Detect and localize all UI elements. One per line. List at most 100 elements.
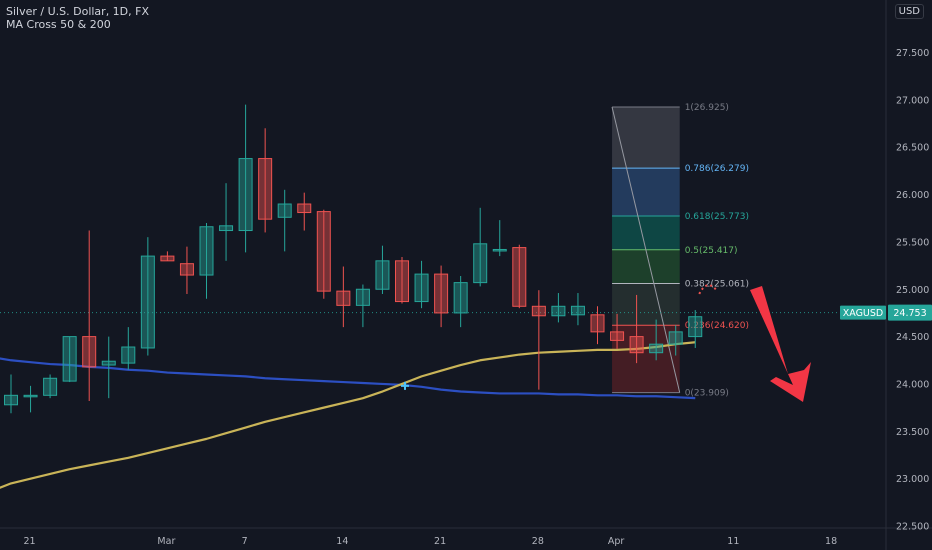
- candle-body: [140, 255, 155, 349]
- candle: [395, 257, 409, 304]
- candle: [590, 306, 605, 345]
- fib-zone: [612, 249, 680, 284]
- candle-body: [219, 225, 234, 232]
- candle: [43, 374, 58, 399]
- candle: [140, 237, 155, 356]
- candle-body: [395, 260, 409, 303]
- candle: [610, 313, 625, 349]
- candle: [316, 209, 331, 299]
- fib-level-label: 0.786(26.279): [685, 164, 749, 174]
- fib-level-label: 0.618(25.773): [685, 212, 749, 222]
- candle-body: [551, 305, 566, 317]
- candle: [473, 207, 488, 287]
- candle-body: [4, 394, 18, 406]
- y-tick-label: 25.500: [896, 237, 929, 248]
- candle-body: [160, 255, 175, 262]
- x-tick-label: Apr: [608, 536, 625, 547]
- candle: [453, 275, 468, 328]
- candle: [414, 260, 429, 309]
- fib-level-label: 0.382(25.061): [685, 279, 749, 289]
- candle-body: [570, 305, 585, 316]
- candle-body: [590, 314, 605, 333]
- candle: [82, 230, 97, 401]
- fib-level-label: 0(23.909): [685, 389, 729, 399]
- candle: [258, 128, 273, 233]
- y-tick-label: 24.500: [896, 332, 929, 343]
- symbol-tag-label: XAGUSD: [843, 308, 884, 319]
- candle: [238, 104, 253, 253]
- candle-body: [316, 211, 331, 292]
- candle: [336, 266, 351, 328]
- y-tick-label: 24.000: [896, 379, 929, 390]
- candle-body: [82, 336, 97, 368]
- x-tick-label: 28: [532, 536, 544, 547]
- candle: [668, 325, 683, 356]
- symbol-tag-bg: [840, 305, 886, 320]
- candle-body: [668, 331, 683, 345]
- candle: [23, 385, 38, 413]
- candle-body: [121, 346, 136, 364]
- ma-50-line: [0, 341, 696, 489]
- candle-body: [258, 158, 273, 220]
- candle: [297, 192, 312, 231]
- y-tick-label: 27.000: [896, 95, 929, 106]
- candle-body: [355, 288, 370, 306]
- candle: [277, 189, 292, 252]
- candle: [570, 293, 585, 326]
- fib-level-label: 0.5(25.417): [685, 246, 738, 256]
- currency-button[interactable]: USD: [894, 4, 924, 19]
- candle: [492, 220, 507, 257]
- candle: [649, 319, 664, 361]
- indicator-label: MA Cross 50 & 200: [6, 18, 111, 31]
- y-tick-label: 22.500: [896, 522, 929, 533]
- fib-zone: [612, 283, 680, 326]
- fib-level-label: 0.236(24.620): [685, 321, 749, 331]
- candle-body: [199, 226, 214, 276]
- candle: [434, 265, 449, 328]
- y-tick-label: 26.000: [896, 190, 929, 201]
- candle-body: [62, 336, 77, 382]
- candle-body: [629, 336, 644, 354]
- candle: [355, 284, 370, 328]
- x-tick-label: 14: [336, 536, 348, 547]
- candle: [219, 183, 234, 261]
- y-tick-label: 26.500: [896, 143, 929, 154]
- candle-body: [610, 331, 625, 341]
- x-tick-label: 21: [434, 536, 446, 547]
- candle-body: [179, 263, 194, 276]
- y-tick-label: 23.500: [896, 427, 929, 438]
- fib-zone: [612, 106, 680, 169]
- y-tick-label: 27.500: [896, 48, 929, 59]
- last-price-tag-bg: [888, 304, 932, 321]
- candle-body: [238, 158, 253, 232]
- candle-body: [336, 290, 351, 306]
- candle-body: [649, 343, 664, 354]
- candle: [688, 310, 703, 348]
- fib-zone: [612, 216, 680, 250]
- candle: [121, 327, 136, 370]
- candle-body: [23, 394, 38, 398]
- fib-level-label: 1(26.925): [685, 103, 729, 113]
- candle-body: [43, 377, 58, 396]
- x-tick-label: 21: [24, 536, 36, 547]
- ma-cross-marker: [401, 381, 409, 390]
- projection-dots: [698, 284, 719, 295]
- candle: [179, 246, 194, 294]
- x-tick-label: 11: [727, 536, 739, 547]
- last-price-tag-label: 24.753: [893, 308, 926, 319]
- candle: [375, 245, 390, 294]
- x-tick-label: Mar: [157, 536, 175, 547]
- y-tick-label: 23.000: [896, 474, 929, 485]
- candle: [160, 251, 175, 262]
- candle-body: [414, 273, 429, 303]
- candle: [101, 336, 116, 399]
- candle: [531, 290, 546, 390]
- candle-body: [434, 273, 449, 314]
- candle-body: [375, 260, 390, 290]
- candle: [629, 294, 644, 364]
- candle: [551, 293, 566, 323]
- candle-body: [101, 360, 116, 366]
- candle-body: [473, 243, 488, 284]
